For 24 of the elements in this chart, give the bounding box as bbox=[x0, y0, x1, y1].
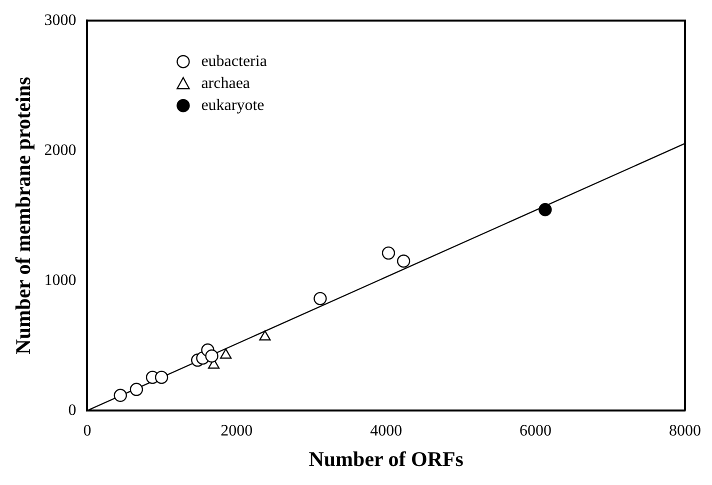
y-axis-title: Number of membrane proteins bbox=[11, 76, 36, 354]
point bbox=[220, 348, 232, 359]
point bbox=[130, 382, 144, 396]
y-tick-label: 3000 bbox=[44, 12, 76, 29]
point bbox=[205, 349, 218, 363]
legend-label: archaea bbox=[201, 74, 250, 92]
point bbox=[538, 203, 552, 216]
x-tick-label: 0 bbox=[83, 422, 92, 440]
point bbox=[114, 388, 127, 402]
legend-label: eukaryote bbox=[201, 96, 264, 114]
x-tick-label: 4000 bbox=[370, 422, 402, 440]
point bbox=[314, 292, 327, 306]
y-tick-label: 1000 bbox=[44, 272, 76, 289]
y-tick-label: 2000 bbox=[44, 142, 76, 159]
point bbox=[154, 370, 168, 384]
x-tick-label: 6000 bbox=[520, 422, 552, 440]
point bbox=[382, 246, 396, 260]
legend-label: eubacteria bbox=[201, 52, 267, 70]
x-tick-label: 2000 bbox=[220, 422, 253, 440]
point bbox=[396, 254, 410, 268]
x-tick-label: 8000 bbox=[669, 422, 701, 440]
y-tick-label: 0 bbox=[68, 402, 76, 419]
point bbox=[259, 330, 271, 340]
x-axis-title: Number of ORFs bbox=[308, 446, 464, 471]
